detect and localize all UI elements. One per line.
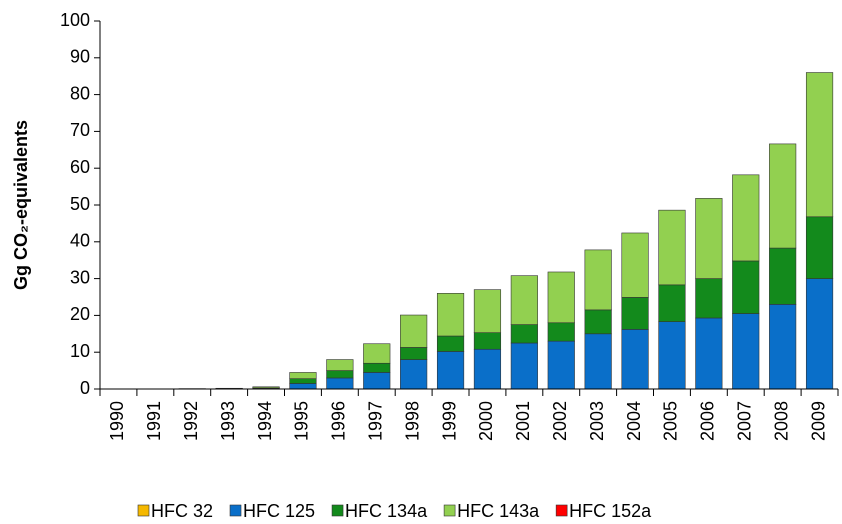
y-tick-label: 80 — [70, 83, 90, 103]
legend-label: HFC 32 — [151, 501, 213, 521]
bar-segment — [732, 260, 760, 314]
x-tick-label: 2006 — [698, 401, 718, 441]
y-tick-label: 10 — [70, 341, 90, 361]
bar-segment — [510, 275, 538, 325]
legend-swatch — [137, 504, 150, 517]
x-tick-label: 1993 — [218, 401, 238, 441]
x-tick-label: 2007 — [735, 401, 755, 441]
bar-segment — [584, 333, 612, 390]
bar-segment — [769, 247, 797, 305]
legend-label: HFC 152a — [569, 501, 652, 521]
bar-segment — [363, 343, 391, 364]
y-tick-label: 30 — [70, 267, 90, 287]
bar-segment — [695, 278, 723, 319]
y-axis-label: Gg CO₂-equivalents — [11, 120, 31, 290]
x-tick-label: 2002 — [550, 401, 570, 441]
x-tick-label: 1992 — [181, 401, 201, 441]
bar-segment — [289, 383, 317, 390]
bar-segment — [769, 143, 797, 249]
bar-segment — [400, 359, 428, 390]
bar-segment — [326, 377, 354, 390]
bar-segment — [363, 362, 391, 373]
bar-segment — [400, 347, 428, 360]
x-tick-label: 1999 — [439, 401, 459, 441]
bar-segment — [584, 249, 612, 311]
bar-segment — [769, 304, 797, 390]
bar-segment — [547, 322, 575, 342]
bar-segment — [621, 297, 649, 330]
bar-segment — [436, 293, 465, 337]
x-tick-label: 1995 — [292, 401, 312, 441]
bar-segment — [695, 198, 723, 279]
bar-segment — [326, 370, 354, 379]
x-tick-label: 2009 — [808, 401, 828, 441]
bar-segment — [658, 321, 686, 390]
legend-label: HFC 125 — [243, 501, 315, 521]
legend-swatch — [443, 504, 456, 517]
bar-segment — [732, 174, 760, 262]
bar-segment — [732, 313, 760, 390]
bar-segment — [695, 317, 723, 390]
legend-label: HFC 134a — [345, 501, 428, 521]
legend-swatch — [555, 504, 568, 517]
bar-segment — [326, 359, 354, 371]
bar-segment — [400, 314, 428, 348]
x-tick-label: 2000 — [476, 401, 496, 441]
bar-segment — [436, 335, 465, 352]
x-tick-label: 1998 — [402, 401, 422, 441]
bar-segment — [658, 284, 686, 322]
bar-segment — [473, 289, 502, 333]
x-tick-label: 2004 — [624, 401, 644, 441]
bar-segment — [436, 351, 465, 390]
bar-segment — [658, 209, 686, 286]
y-tick-label: 60 — [70, 157, 90, 177]
bar-segment — [252, 386, 280, 389]
legend-swatch — [229, 504, 242, 517]
bar-segment — [547, 340, 575, 390]
y-tick-label: 50 — [70, 194, 90, 214]
bar-segment — [621, 232, 649, 298]
x-tick-label: 1997 — [366, 401, 386, 441]
x-tick-label: 2008 — [771, 401, 791, 441]
x-tick-label: 1996 — [329, 401, 349, 441]
y-tick-label: 100 — [60, 10, 90, 30]
y-tick-label: 90 — [70, 47, 90, 67]
x-tick-label: 2005 — [661, 401, 681, 441]
bar-segment — [289, 378, 317, 384]
bar-segment — [510, 324, 538, 344]
legend-label: HFC 143a — [457, 501, 540, 521]
bar-segment — [473, 348, 502, 390]
x-tick-label: 2001 — [513, 401, 533, 441]
y-tick-label: 40 — [70, 231, 90, 251]
x-tick-label: 1990 — [107, 401, 127, 441]
bar-segment — [805, 278, 834, 390]
x-tick-label: 1991 — [144, 401, 164, 441]
bar-segment — [547, 271, 575, 324]
y-tick-label: 70 — [70, 120, 90, 140]
x-tick-label: 1994 — [255, 401, 275, 441]
legend-swatch — [331, 504, 344, 517]
bar-segment — [363, 372, 391, 390]
bar-segment — [584, 309, 612, 335]
bar-segment — [805, 216, 834, 279]
y-tick-label: 0 — [80, 378, 90, 398]
bar-segment — [289, 372, 317, 379]
y-tick-label: 20 — [70, 304, 90, 324]
bar-segment — [621, 329, 649, 390]
bar-segment — [510, 342, 538, 390]
x-tick-label: 2003 — [587, 401, 607, 441]
bar-segment — [473, 332, 502, 350]
bar-segment — [805, 72, 834, 218]
